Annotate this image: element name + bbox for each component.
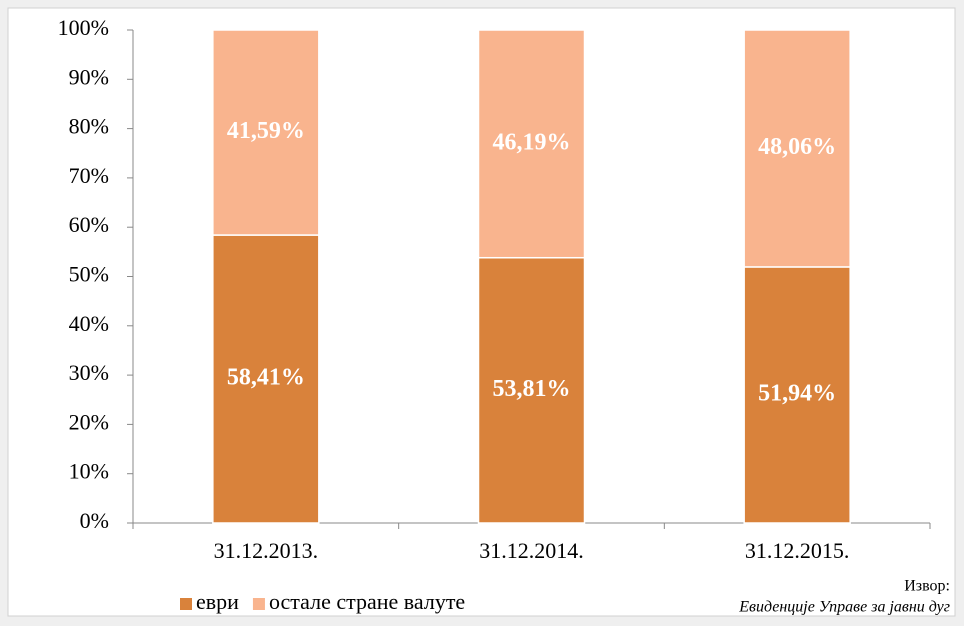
y-tick-label: 40% (69, 311, 109, 336)
y-tick-label: 10% (69, 459, 109, 484)
y-tick-label: 80% (69, 114, 109, 139)
data-label: 58,41% (227, 365, 305, 391)
legend-swatch (252, 598, 265, 610)
legend-label: остале стране валуте (269, 589, 465, 614)
y-tick-label: 0% (80, 508, 109, 533)
bar-segment (212, 29, 320, 236)
data-label: 53,81% (493, 376, 571, 402)
source-label: Извор: (904, 578, 950, 595)
bar-segment (212, 234, 320, 524)
data-label: 41,59% (227, 118, 305, 144)
x-tick-label: 31.12.2015. (745, 538, 850, 563)
data-label: 46,19% (493, 129, 571, 155)
bar-segment (743, 29, 851, 268)
y-tick-label: 90% (69, 64, 109, 89)
legend-label: еври (196, 589, 239, 614)
data-label: 51,94% (758, 380, 836, 406)
bar-segment (477, 29, 586, 259)
y-tick-label: 100% (58, 15, 109, 40)
y-tick-label: 20% (69, 409, 109, 434)
source-text: Евиденције Управе за јавни дуг (738, 599, 950, 616)
data-label: 48,06% (758, 134, 836, 160)
bar-segment (743, 266, 851, 524)
y-tick-label: 30% (69, 360, 109, 385)
y-tick-label: 60% (69, 212, 109, 237)
bar-segment (477, 256, 586, 524)
x-tick-label: 31.12.2014. (479, 538, 584, 563)
legend-swatch (180, 598, 192, 610)
y-tick-label: 50% (69, 262, 109, 287)
y-tick-label: 70% (69, 163, 109, 188)
x-tick-label: 31.12.2013. (214, 538, 319, 563)
